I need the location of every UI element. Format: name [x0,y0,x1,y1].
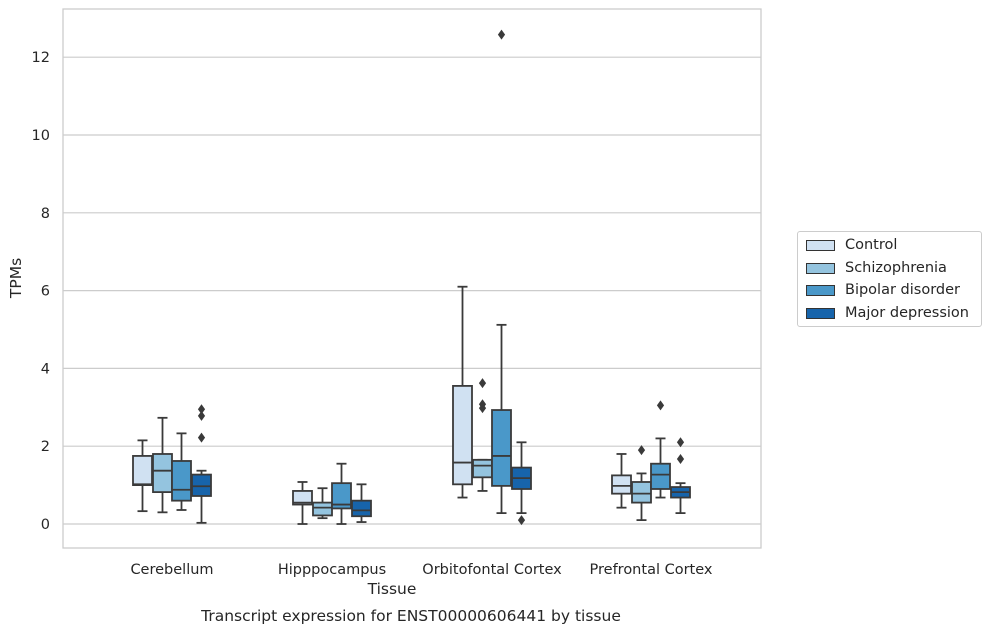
y-axis-label: TPMs [7,258,25,299]
outlier-point [676,437,685,448]
box-iqr [312,501,333,517]
legend-item-control: Control [806,235,897,255]
x-axis-label: Tissue [367,580,417,598]
legend-swatch-schizophrenia [806,262,835,274]
y-tick-label: 4 [41,361,50,377]
legend: Control Schizophrenia Bipolar disorder M… [797,231,982,327]
x-tick-label: Hipppocampus [278,562,386,578]
box-iqr [132,455,153,486]
y-tick-label: 6 [41,284,50,300]
box-iqr [351,499,372,518]
box-1-3 [631,445,652,522]
box-2-0 [171,432,192,511]
box-0-1 [292,481,313,525]
legend-label: Bipolar disorder [845,282,960,298]
y-tick-label: 0 [41,517,50,533]
box-iqr [191,473,212,497]
x-tick-label: Cerebellum [130,562,213,578]
box-2-3 [650,400,671,499]
legend-label: Major depression [845,305,969,321]
box-0-0 [132,439,153,513]
gridlines [63,56,761,525]
x-tick-label: Orbitofontal Cortex [422,562,562,578]
outlier-point [497,29,506,40]
legend-swatch-control [806,239,835,251]
legend-item-bipolar-disorder: Bipolar disorder [806,280,960,300]
x-tick-label: Prefrontal Cortex [590,562,713,578]
box-0-2 [452,285,473,499]
outlier-point [197,432,206,443]
outlier-point [637,445,646,456]
outlier-point [676,454,685,465]
box-iqr [650,462,671,490]
box-2-1 [331,462,352,525]
box-3-0 [191,404,212,524]
box-1-2 [472,378,493,492]
legend-label: Control [845,237,898,253]
legend-item-schizophrenia: Schizophrenia [806,258,947,278]
box-2-2 [491,29,512,515]
legend-item-major-depression: Major depression [806,303,969,323]
y-tick-label: 8 [41,206,50,222]
box-iqr [331,482,352,510]
box-iqr [152,453,173,494]
box-iqr [452,385,473,486]
box-iqr [611,474,632,495]
outlier-point [656,400,665,411]
outlier-point [197,404,206,415]
y-tick-label: 10 [32,128,50,144]
outlier-point [197,410,206,421]
box-3-1 [351,483,372,523]
box-groups [132,29,691,526]
outlier-point [517,515,526,526]
box-3-2 [511,441,532,526]
box-iqr [171,460,192,502]
chart-title: Transcript expression for ENST0000060644… [200,607,621,625]
plot-area [62,8,762,549]
box-0-3 [611,453,632,509]
outlier-point [478,403,487,414]
outlier-point [478,378,487,389]
legend-label: Schizophrenia [845,260,947,276]
legend-swatch-major-depression [806,307,835,319]
y-tick-labels: 0 2 4 6 8 10 12 [32,50,50,533]
box-3-3 [670,437,691,515]
x-tick-labels: Cerebellum Hipppocampus Orbitofontal Corte… [130,562,712,578]
box-iqr [491,409,512,487]
box-iqr [472,458,493,479]
box-iqr [292,490,313,506]
legend-swatch-bipolar-disorder [806,284,835,296]
y-tick-label: 2 [41,439,50,455]
box-iqr [631,481,652,504]
y-tick-label: 12 [32,50,50,66]
